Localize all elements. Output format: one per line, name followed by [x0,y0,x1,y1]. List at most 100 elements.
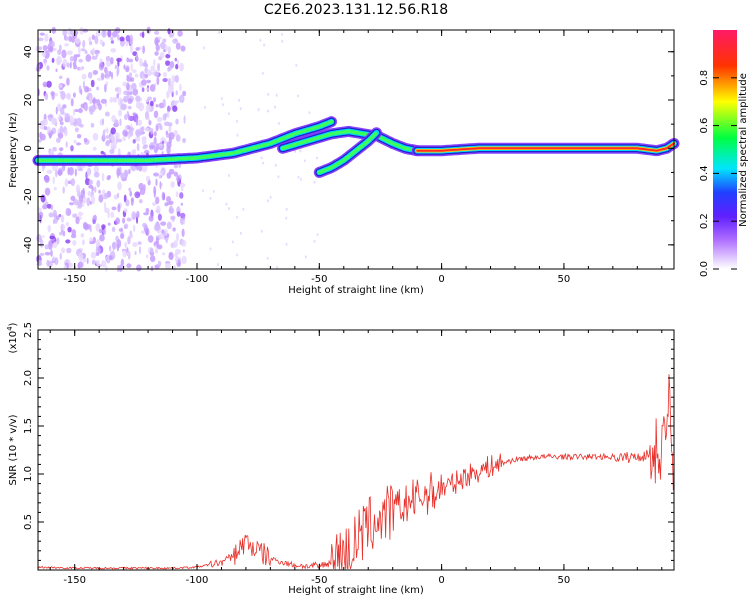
noise-speck [72,92,76,98]
noise-speck [107,222,111,226]
noise-speck [115,217,121,225]
noise-speck [141,137,147,146]
noise-speck [120,258,125,267]
noise-speck [266,256,269,260]
noise-speck [110,211,115,218]
noise-speck [74,127,79,133]
colorbar-gradient [713,30,737,269]
noise-speck [149,255,156,263]
noise-speck [135,136,141,142]
noise-speck [123,64,126,70]
noise-speck [104,192,108,198]
noise-speck [182,138,186,144]
noise-speck [95,259,100,266]
noise-speck [147,116,150,122]
noise-speck [74,168,77,177]
noise-speck [144,127,150,132]
noise-speck [126,251,130,256]
noise-speck [275,93,278,97]
spectrogram-y-axis-label: Frequency (Hz) [8,112,19,188]
noise-speck [55,137,61,143]
noise-speck [74,37,81,44]
noise-speck [179,83,182,92]
ridge-core [280,129,418,153]
noise-speck [170,215,176,220]
x-tick-label: 0 [438,575,444,586]
noise-speck [80,103,85,109]
noise-speck [140,152,145,156]
noise-speck [135,129,142,138]
noise-speck [127,98,133,104]
y-tick-label: 0.5 [23,514,34,530]
noise-speck [222,103,225,107]
colorbar-tick-label: 0.4 [699,165,710,181]
noise-speck [92,132,99,141]
y-tick-label: 0 [23,145,34,151]
snr-plot-area [38,330,674,570]
noise-speck [101,172,105,182]
noise-speck [145,98,149,103]
noise-speck [116,66,120,75]
noise-speck [68,166,74,176]
noise-speck [103,228,107,236]
noise-speck [111,226,116,233]
noise-speck [180,186,184,192]
noise-speck [91,34,96,40]
noise-speck [82,221,88,230]
noise-speck [104,83,107,93]
noise-speck [43,126,48,131]
x-tick-label: -50 [311,575,327,586]
noise-speck [93,165,99,174]
noise-speck [102,129,106,139]
noise-speck [130,44,133,54]
noise-speck [117,86,122,95]
noise-speck [260,156,263,160]
noise-speck [80,88,83,96]
noise-speck [83,137,88,143]
noise-speck [52,219,56,225]
noise-speck [123,208,128,213]
noise-speck [155,43,160,52]
noise-speck [79,27,84,35]
noise-speck [181,228,185,237]
noise-speck [135,117,138,126]
noise-speck [93,214,97,221]
noise-speck [122,217,126,224]
snr-y-axis-label: SNR (10 * v/v) [8,414,19,485]
noise-speck [95,30,101,37]
noise-speck [236,215,239,219]
noise-speck [81,239,85,246]
noise-speck [316,233,319,237]
noise-speck [92,69,99,75]
noise-speck [120,103,127,111]
y-tick-label: 1.0 [23,466,34,482]
noise-speck [128,233,134,239]
noise-speck [285,216,288,220]
noise-speck [55,68,58,73]
noise-speck [168,122,173,127]
noise-speck [180,202,184,206]
noise-speck [316,156,319,160]
noise-speck [168,200,174,205]
snr-panel: -150 -100 -50 0 50 0.5 1.0 1.5 2.0 2.5 Height of… [6,322,675,596]
noise-speck [139,58,143,67]
noise-speck [158,233,165,240]
spectrogram-ridges [32,116,680,178]
y-tick-label: 40 [23,45,34,58]
noise-speck [91,259,96,265]
noise-speck [175,233,179,242]
noise-speck [57,169,63,176]
noise-speck [173,171,179,177]
noise-speck [105,134,110,139]
noise-speck [203,105,206,109]
noise-speck [267,109,270,113]
noise-speck [155,39,159,46]
noise-speck [56,59,61,66]
noise-speck [86,257,89,265]
noise-speck [64,112,71,122]
noise-speck [69,202,74,206]
noise-speck [44,59,47,67]
noise-speck [172,265,177,271]
noise-speck [53,186,57,191]
noise-speck [109,245,112,252]
